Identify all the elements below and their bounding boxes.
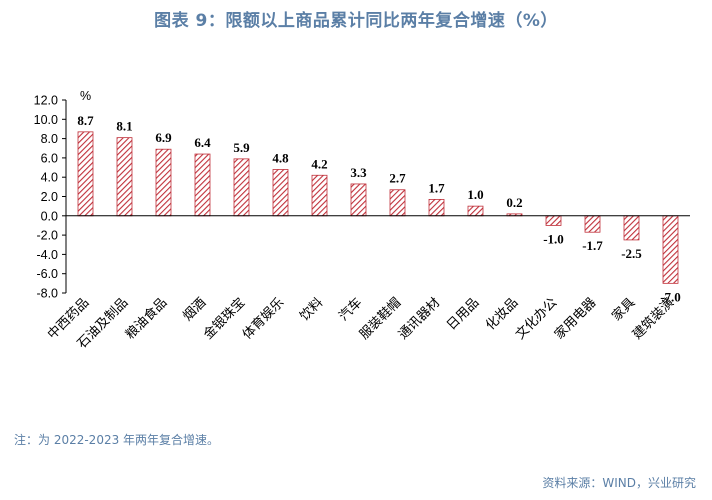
data-label: -7.0 <box>660 289 681 304</box>
bar <box>77 131 94 217</box>
data-label: 1.0 <box>467 187 483 202</box>
category-label: 粮油食品 <box>122 295 170 343</box>
data-label: 2.7 <box>389 171 406 186</box>
data-label: 6.4 <box>194 135 211 150</box>
bar <box>233 158 250 217</box>
y-tick-label: -6.0 <box>36 267 58 281</box>
category-label: 体育娱乐 <box>239 295 287 343</box>
y-tick-label: -8.0 <box>36 287 58 301</box>
bar <box>350 183 367 217</box>
data-label: 4.8 <box>272 150 289 165</box>
data-label: 3.3 <box>350 165 367 180</box>
bar <box>389 189 406 217</box>
bar <box>155 148 172 217</box>
category-label: 服装鞋帽 <box>356 295 404 343</box>
y-tick-label: 0.0 <box>41 209 58 223</box>
y-tick-label: 2.0 <box>41 190 58 204</box>
value-labels-group: 8.7 8.1 6.9 6.4 5.9 4.8 4.2 3.3 2.7 1.7 1.0 0.2 -1.0… <box>77 113 680 305</box>
bar <box>311 174 328 217</box>
category-label: 家具 <box>609 295 639 325</box>
category-label: 金银珠宝 <box>200 295 248 343</box>
category-label: 建筑装潢 <box>629 295 677 343</box>
source-note: 资料来源：WIND，兴业研究 <box>542 476 696 490</box>
y-tick-label: 10.0 <box>34 113 58 127</box>
data-label: 6.9 <box>155 130 172 145</box>
y-tick-label: 12.0 <box>34 94 58 108</box>
data-label: -2.5 <box>621 246 642 261</box>
data-label: 8.1 <box>116 119 132 134</box>
category-label: 日用品 <box>444 295 482 333</box>
category-label: 家用电器 <box>551 295 599 343</box>
chart-title: 图表 9：限额以上商品累计同比两年复合增速（%） <box>154 11 558 31</box>
data-label: 4.2 <box>311 156 327 171</box>
y-tick-label: -2.0 <box>36 229 58 243</box>
category-label: 汽车 <box>336 295 366 325</box>
y-tick-label: 8.0 <box>41 132 58 146</box>
bar <box>467 205 484 217</box>
category-label: 化妆品 <box>483 295 521 333</box>
y-tick-label: 6.0 <box>41 151 58 165</box>
bar <box>272 169 289 217</box>
bar <box>623 215 640 241</box>
y-tick-label: -4.0 <box>36 248 58 262</box>
bar <box>428 198 445 217</box>
bar-chart: 12.0 10.0 8.0 6.0 4.0 2.0 0.0 -2.0 -4.0 -6.0 -8.0%… <box>34 89 690 352</box>
bar <box>584 215 601 233</box>
y-unit-label: % <box>80 89 91 103</box>
category-label: 文化办公 <box>513 295 560 342</box>
bar <box>545 215 562 226</box>
category-label: 烟酒 <box>180 295 209 324</box>
data-label: 8.7 <box>77 113 94 128</box>
data-label: 0.2 <box>506 195 522 210</box>
data-label: -1.7 <box>582 238 603 253</box>
data-label: 1.7 <box>428 180 445 195</box>
data-label: -1.0 <box>543 231 564 246</box>
bar <box>194 153 211 217</box>
bars-group <box>77 131 679 284</box>
bar <box>662 215 679 284</box>
footnote: 注：为 2022-2023 年两年复合增速。 <box>14 433 220 447</box>
data-label: 5.9 <box>233 140 250 155</box>
category-label: 通讯器材 <box>396 295 443 342</box>
y-tick-label: 4.0 <box>41 171 58 185</box>
y-axis: 12.0 10.0 8.0 6.0 4.0 2.0 0.0 -2.0 -4.0 -6.0 -8.0% <box>34 89 91 301</box>
bar <box>116 137 133 217</box>
category-label: 饮料 <box>297 295 326 324</box>
